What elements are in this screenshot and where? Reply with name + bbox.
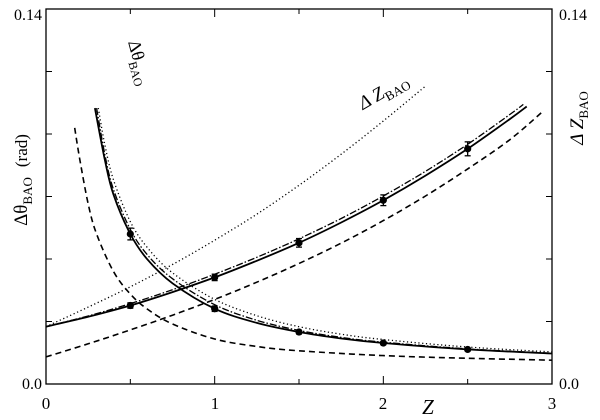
series-dz_dashdot	[45, 103, 524, 328]
x-tick-label-0: 0	[42, 394, 51, 413]
x-tick-label-1: 1	[211, 394, 220, 413]
curve-label-dtheta-sub: BAO	[126, 60, 146, 88]
svg-text:Δ ZBAO: Δ ZBAO	[567, 91, 591, 146]
y2-tick-label-bottom: 0.0	[559, 376, 579, 393]
y-axis-symbol: Δθ	[11, 205, 32, 226]
curves	[45, 85, 553, 361]
dtheta-data-point	[379, 339, 387, 347]
dz-data-point	[295, 239, 303, 247]
y2-axis-symbol: Δ Z	[567, 118, 588, 146]
y-tick-label-top: 0.14	[14, 7, 42, 24]
curve-label-dtheta: ΔθBAO	[120, 38, 155, 89]
y2-tick-label-top: 0.14	[559, 7, 587, 24]
curve-label-dz-sub: BAO	[382, 77, 413, 104]
x-axis-label: Z	[422, 395, 434, 419]
curve-label-dz-symbol: Δ Z	[354, 83, 388, 115]
y-axis-label: ΔθBAO (rad)	[11, 134, 35, 226]
svg-text:ΔθBAO(rad): ΔθBAO (rad)	[11, 134, 35, 226]
series-dz_dashed	[45, 110, 545, 358]
y-axis-unit: (rad)	[12, 134, 31, 167]
dz-data-point	[464, 145, 472, 153]
svg-text:Δ ZBAO: Δ ZBAO	[354, 69, 413, 117]
curve-label-dtheta-symbol: Δθ	[124, 38, 149, 63]
series-dtheta_dashdot	[95, 107, 553, 354]
axis-ticks	[46, 9, 552, 384]
series-dz_solid	[45, 105, 528, 328]
series-dtheta_solid	[94, 107, 553, 355]
dz-data-point	[126, 301, 134, 310]
series-dz_dotted	[45, 85, 426, 328]
y-tick-label-bottom: 0.0	[22, 376, 42, 393]
y2-axis-subscript: BAO	[576, 91, 591, 118]
data-markers	[126, 141, 472, 354]
dtheta-data-point	[126, 230, 134, 238]
series-dtheta_dashed	[73, 127, 553, 361]
curve-label-dz: Δ ZBAO	[354, 69, 413, 117]
dtheta-data-point	[464, 345, 472, 354]
dz-data-point	[211, 273, 219, 281]
dtheta-data-point	[211, 305, 219, 313]
y-axis-subscript: BAO	[20, 177, 35, 204]
series-dtheta_dotted	[97, 107, 553, 353]
x-tick-label-2: 2	[379, 394, 388, 413]
x-tick-label-3: 3	[548, 394, 557, 413]
dtheta-data-point	[295, 328, 303, 336]
plot-frame	[45, 8, 553, 385]
y2-axis-label: Δ ZBAO	[567, 91, 591, 146]
dz-data-point	[379, 196, 387, 204]
svg-text:ΔθBAO: ΔθBAO	[120, 38, 155, 89]
